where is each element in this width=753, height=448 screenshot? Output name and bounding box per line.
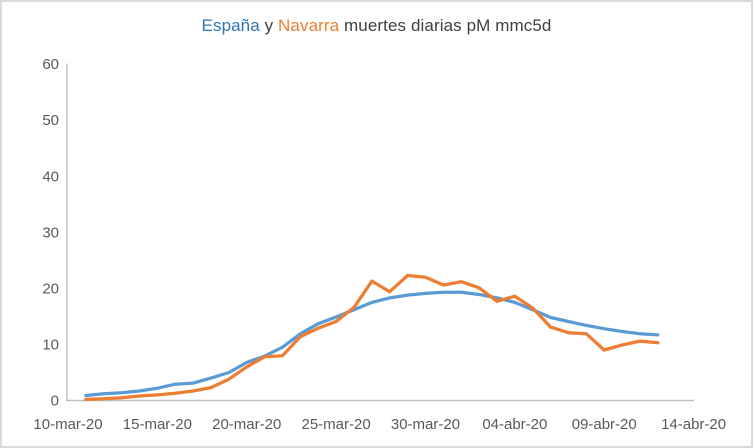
- x-axis-tick-label: 14-abr-20: [661, 416, 726, 433]
- title-navarra: Navarra: [278, 16, 340, 35]
- x-axis-tick-label: 25-mar-20: [302, 416, 371, 433]
- y-axis-tick-label: 50: [42, 112, 59, 129]
- series-line-españa: [84, 290, 660, 398]
- x-axis-tick-label: 09-abr-20: [572, 416, 637, 433]
- y-axis-tick-label: 30: [42, 224, 59, 241]
- chart-title: España y Navarra muertes diarias pM mmc5…: [2, 16, 751, 36]
- x-axis-tick-label: 15-mar-20: [123, 416, 192, 433]
- title-rest: muertes diarias pM mmc5d: [339, 16, 552, 35]
- x-axis-tick-label: 30-mar-20: [391, 416, 460, 433]
- y-axis-tick-label: 10: [42, 336, 59, 353]
- series-line-navarra: [84, 273, 660, 402]
- y-axis-tick-label: 60: [42, 56, 59, 73]
- x-axis-tick-label: 04-abr-20: [482, 416, 547, 433]
- title-conjunction: y: [259, 16, 279, 35]
- x-axis-tick-label: 10-mar-20: [33, 416, 102, 433]
- title-espana: España: [201, 16, 260, 35]
- y-axis-tick-label: 20: [42, 280, 59, 297]
- x-axis-tick-label: 20-mar-20: [212, 416, 281, 433]
- y-axis-tick-label: 0: [51, 393, 59, 410]
- y-axis-tick-label: 40: [42, 168, 59, 185]
